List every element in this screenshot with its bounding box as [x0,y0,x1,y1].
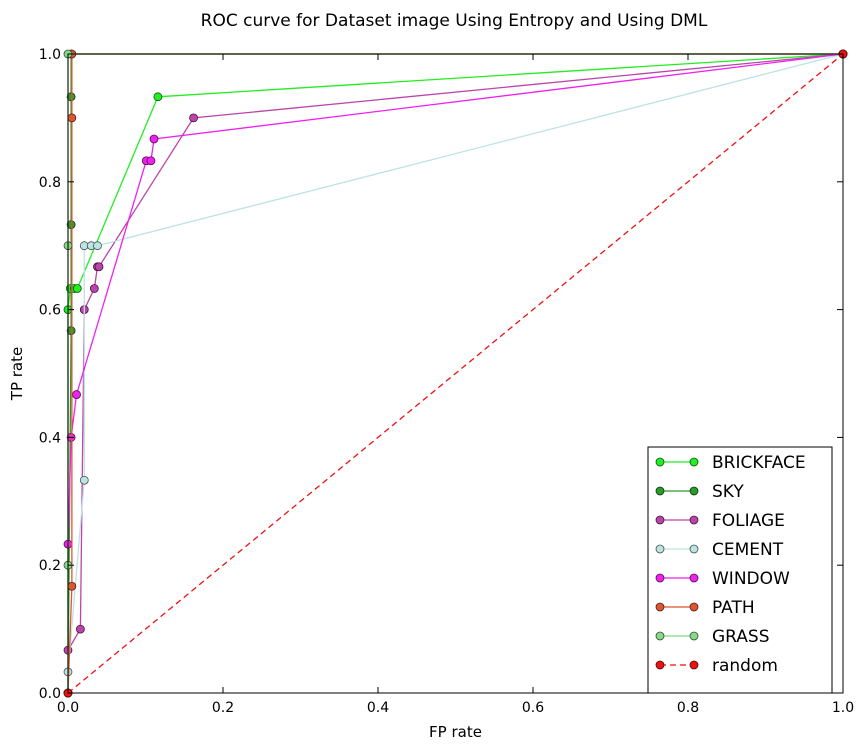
series-line-foliage [67,53,844,651]
legend-box [647,446,833,694]
legend-marker-grass [655,631,665,641]
y-axis-label: TP rate [8,347,26,401]
legend: BRICKFACE SKY FOLIAGE CEMENT WINDOW PATH GRASS… [647,446,833,694]
legend-label-window: WINDOW [712,569,790,589]
legend-marker-path [655,602,665,612]
plot-frame [67,53,844,694]
legend-marker-window [689,573,699,583]
legend-marker-random [655,660,665,670]
legend-marker-sky [689,486,699,496]
legend-label-brickface: BRICKFACE [712,453,806,473]
data-point-brickface [153,92,163,102]
data-point-sky [66,92,76,102]
data-point-foliage [189,113,198,123]
legend-marker-window [655,573,665,583]
legend-marker-brickface [689,457,699,467]
legend-label-path: PATH [712,598,755,618]
y-tick-label: 0.8 [39,175,61,191]
data-point-window [72,390,81,399]
x-tick-label: 0.0 [57,700,79,716]
y-tick-label: 0.6 [39,303,61,319]
data-point-foliage [94,262,104,272]
legend-marker-path [689,602,699,612]
x-tick-label: 0.8 [677,700,699,716]
y-tick-label: 0.0 [39,686,61,702]
data-point-window [146,156,156,166]
data-point-path [67,113,77,123]
legend-marker-foliage [689,515,699,525]
data-point-brickface [72,284,82,293]
legend-label-random: random [712,656,778,676]
data-point-path [67,581,77,591]
chart-title: ROC curve for Dataset image Using Entrop… [201,11,708,31]
legend-marker-brickface [655,457,665,467]
x-tick-label: 0.2 [212,700,234,716]
y-tick-label: 0.2 [39,558,61,574]
data-point-cement [79,475,89,485]
legend-label-sky: SKY [712,482,744,502]
data-point-cement [93,241,102,251]
legend-marker-cement [689,544,699,554]
data-point-window [149,134,159,144]
data-point-foliage [76,624,85,634]
axis-ticks: 0.0 0.2 0.4 0.6 0.8 1.0 0.0 0.2 0.4 0.6 0.8 1.0 [39,47,854,716]
x-tick-label: 0.4 [367,700,389,716]
legend-marker-grass [689,631,699,641]
x-tick-label: 1.0 [832,700,854,716]
legend-marker-sky [655,486,665,496]
data-point-foliage [89,284,99,293]
data-point-sky [66,326,76,336]
legend-label-grass: GRASS [712,627,770,647]
y-tick-label: 1.0 [39,47,61,63]
x-tick-label: 0.6 [522,700,544,716]
legend-marker-random [689,660,699,670]
series-line-random [67,53,844,694]
x-axis-label: FP rate [429,723,482,741]
data-point-sky [66,220,76,230]
legend-label-foliage: FOLIAGE [712,511,785,531]
legend-marker-foliage [655,515,665,525]
legend-marker-cement [655,544,665,554]
y-tick-label: 0.4 [39,430,61,446]
legend-label-cement: CEMENT [712,540,784,560]
